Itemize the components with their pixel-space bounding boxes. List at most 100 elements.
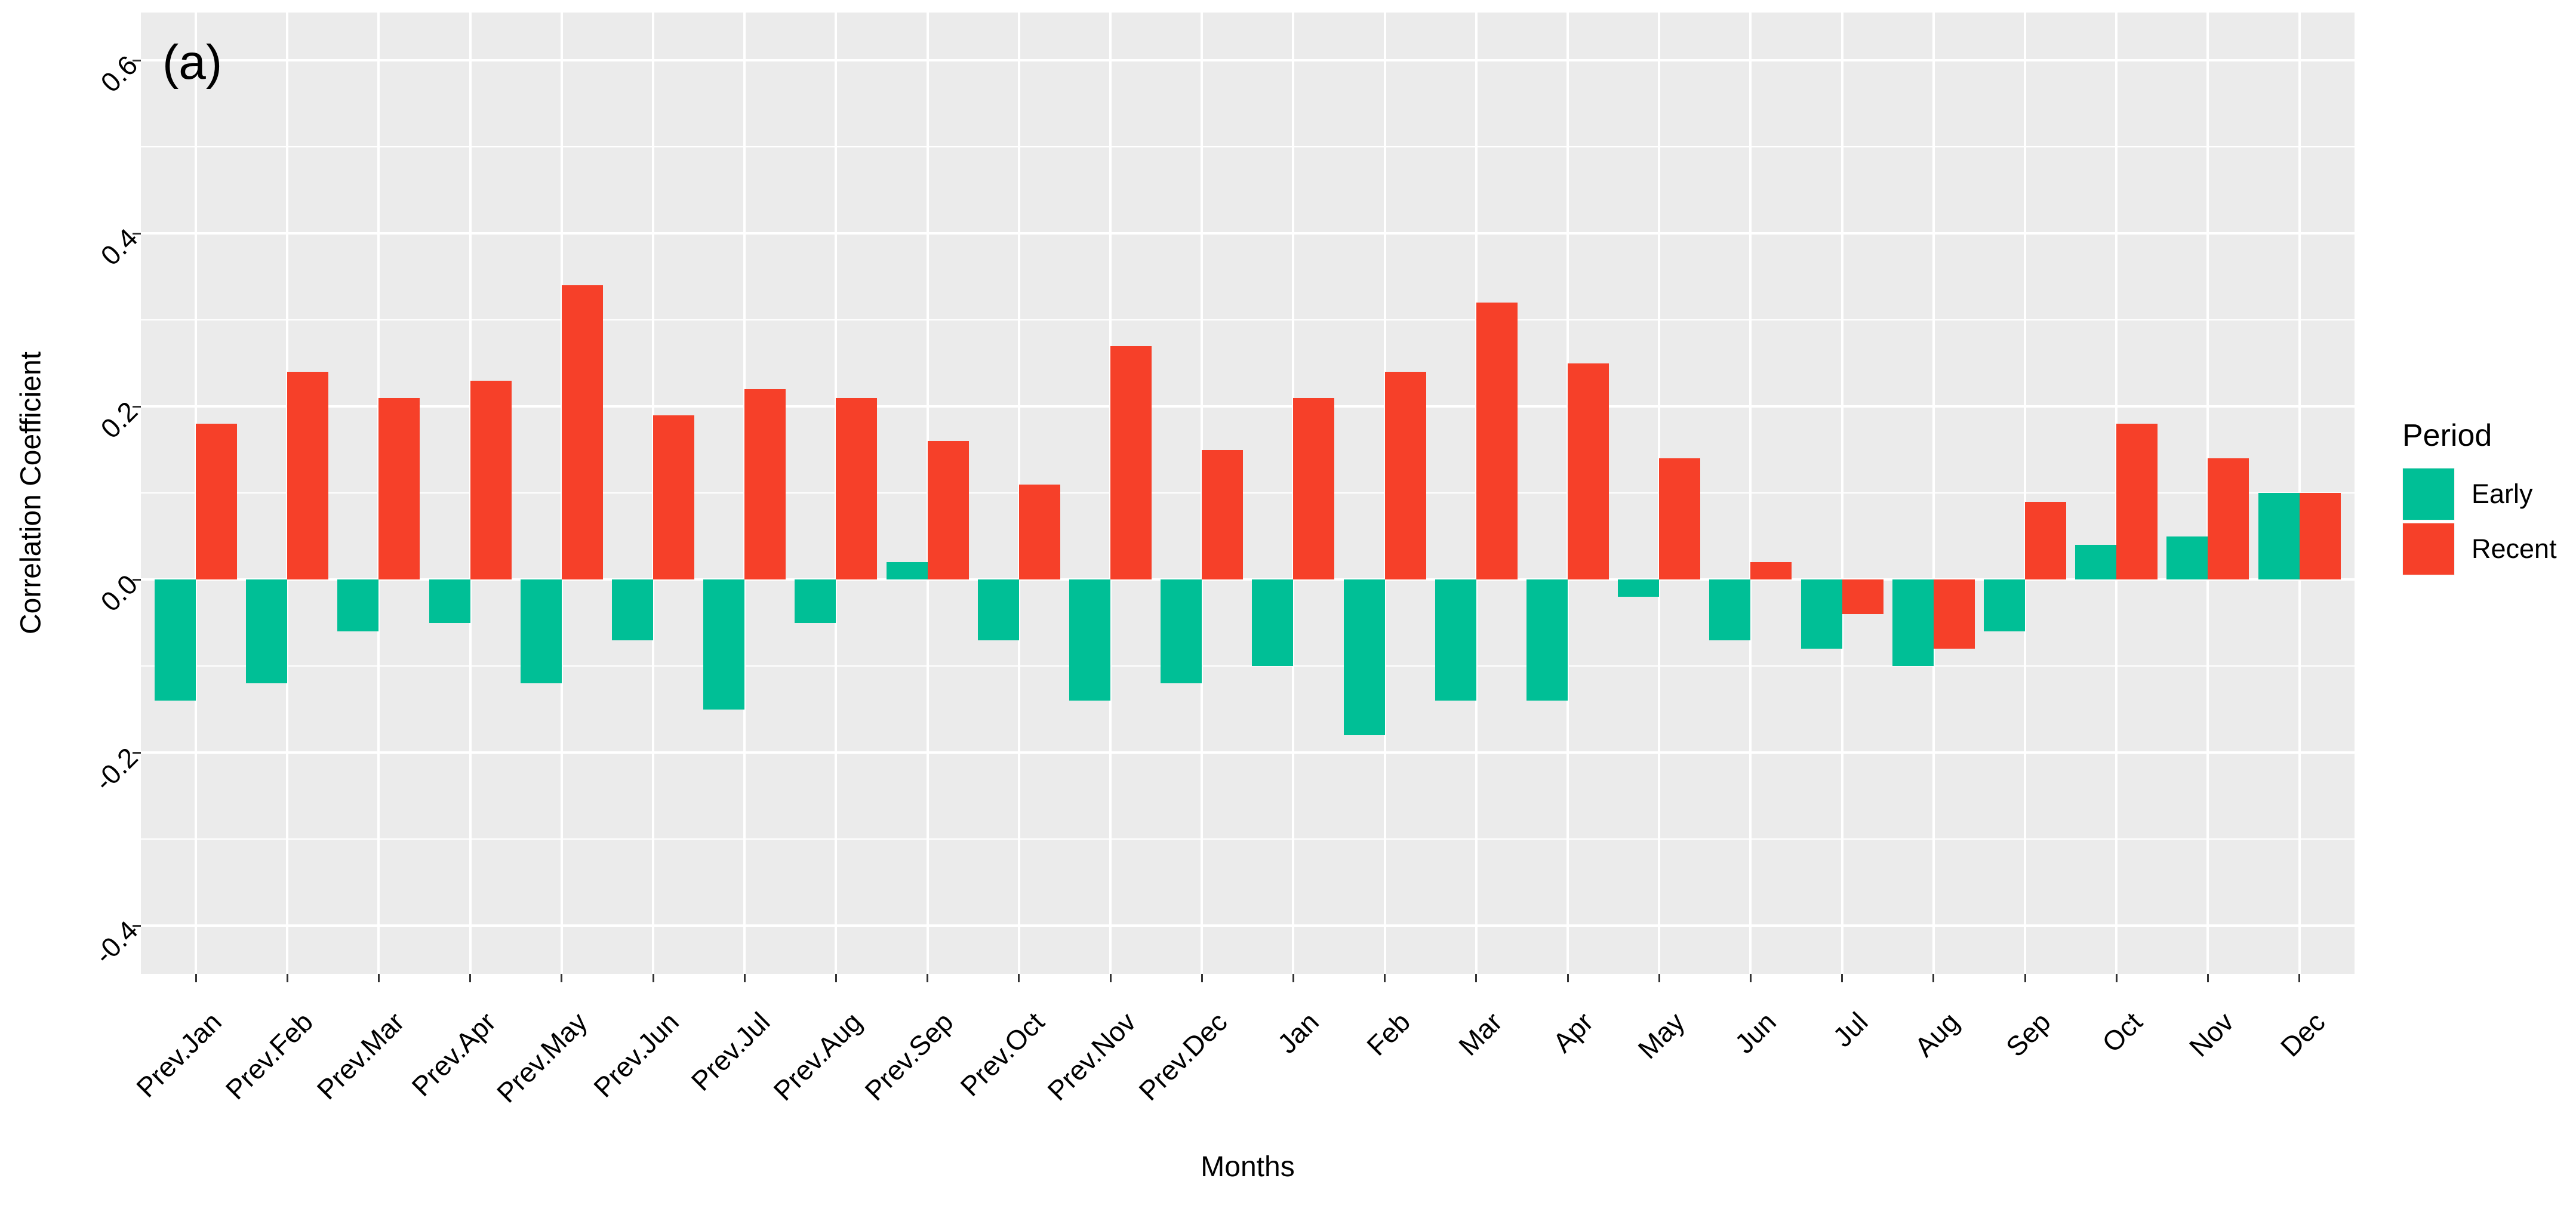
- bar-recent-apr: [1568, 363, 1609, 579]
- bar-recent-prev-jul: [744, 389, 786, 579]
- x-tick-label-prev-jul: Prev.Jul: [685, 1006, 776, 1097]
- y-tick-label: 0.4: [94, 222, 144, 272]
- x-tick-label-prev-oct: Prev.Oct: [954, 1006, 1051, 1102]
- gridline-x-jun: [1749, 13, 1752, 974]
- x-tick-label-oct: Oct: [2095, 1006, 2148, 1059]
- x-tick-dec: [2298, 974, 2301, 982]
- gridline-y-minor: [141, 319, 2355, 320]
- x-tick-label-apr: Apr: [1547, 1006, 1599, 1059]
- bar-early-prev-mar: [337, 579, 379, 631]
- bar-early-prev-may: [520, 579, 562, 683]
- bar-early-sep: [1984, 579, 2025, 631]
- bar-early-jan: [1252, 579, 1294, 666]
- gridline-y-minor: [141, 492, 2355, 494]
- x-axis-title: Months: [1201, 1151, 1295, 1183]
- bar-recent-prev-aug: [836, 397, 878, 579]
- x-tick-prev-mar: [377, 974, 380, 982]
- x-tick-prev-jul: [743, 974, 746, 982]
- bar-early-prev-jun: [612, 579, 653, 640]
- gridline-y-minor: [141, 838, 2355, 840]
- bar-recent-jul: [1842, 579, 1883, 614]
- y-tick: [133, 405, 141, 408]
- x-tick-label-dec: Dec: [2274, 1006, 2331, 1063]
- x-tick-label-sep: Sep: [2000, 1006, 2057, 1063]
- x-tick-prev-dec: [1201, 974, 1203, 982]
- x-tick-label-prev-aug: Prev.Aug: [767, 1006, 868, 1107]
- y-tick: [133, 924, 141, 927]
- bar-recent-jun: [1750, 562, 1792, 579]
- y-axis-title: Correlation Coefficient: [15, 351, 47, 635]
- x-tick-jun: [1749, 974, 1752, 982]
- x-tick-jan: [1292, 974, 1294, 982]
- bar-early-prev-nov: [1069, 579, 1110, 701]
- y-tick: [133, 751, 141, 754]
- bar-recent-prev-jun: [653, 415, 694, 579]
- legend-label-recent: Recent: [2472, 534, 2557, 564]
- bar-recent-prev-apr: [470, 380, 512, 579]
- x-tick-label-prev-feb: Prev.Feb: [219, 1006, 319, 1106]
- x-tick-nov: [2206, 974, 2209, 982]
- y-tick-label: 0.2: [94, 395, 144, 445]
- bar-early-feb: [1343, 579, 1385, 735]
- x-tick-feb: [1384, 974, 1386, 982]
- bar-early-jul: [1801, 579, 1842, 649]
- x-tick-label-prev-nov: Prev.Nov: [1041, 1006, 1142, 1107]
- x-tick-label-prev-jun: Prev.Jun: [587, 1006, 685, 1103]
- legend-title: Period: [2402, 418, 2492, 453]
- x-tick-oct: [2115, 974, 2118, 982]
- x-tick-label-aug: Aug: [1908, 1006, 1965, 1063]
- x-tick-sep: [2024, 974, 2026, 982]
- x-tick-label-jun: Jun: [1728, 1006, 1783, 1060]
- gridline-y-minor: [141, 146, 2355, 147]
- x-tick-prev-sep: [927, 974, 929, 982]
- bar-early-prev-oct: [977, 579, 1019, 640]
- legend-swatch-recent-icon: [2402, 523, 2455, 575]
- legend: Period Early Recent: [2402, 418, 2557, 578]
- bar-early-oct: [2075, 545, 2117, 579]
- bar-recent-prev-oct: [1018, 484, 1060, 579]
- legend-label-early: Early: [2472, 479, 2533, 509]
- x-tick-label-mar: Mar: [1452, 1006, 1508, 1062]
- bar-early-aug: [1892, 579, 1934, 666]
- legend-swatch-early-icon: [2402, 468, 2455, 520]
- gridline-y-major: [141, 924, 2355, 927]
- x-tick-label-jan: Jan: [1271, 1006, 1325, 1060]
- bar-recent-prev-may: [561, 285, 603, 579]
- x-tick-prev-jun: [652, 974, 654, 982]
- gridline-y-major: [141, 59, 2355, 61]
- bar-recent-prev-mar: [378, 397, 420, 579]
- x-tick-prev-nov: [1109, 974, 1112, 982]
- gridline-x-sep: [2024, 13, 2026, 974]
- bar-recent-prev-sep: [927, 441, 969, 579]
- bar-early-prev-apr: [429, 579, 470, 623]
- x-tick-jul: [1841, 974, 1843, 982]
- y-tick: [133, 578, 141, 581]
- bar-recent-aug: [1933, 579, 1975, 649]
- x-tick-label-prev-jan: Prev.Jan: [130, 1006, 227, 1103]
- bar-early-prev-feb: [246, 579, 288, 683]
- x-tick-label-prev-may: Prev.May: [490, 1006, 593, 1109]
- x-tick-label-may: May: [1632, 1006, 1691, 1065]
- y-tick: [133, 232, 141, 235]
- legend-item-early: Early: [2402, 468, 2557, 520]
- bar-early-may: [1618, 579, 1660, 597]
- gridline-x-jul: [1841, 13, 1843, 974]
- bar-early-nov: [2166, 536, 2208, 579]
- legend-item-recent: Recent: [2402, 523, 2557, 575]
- plot-panel: [141, 13, 2355, 974]
- bar-early-prev-dec: [1161, 579, 1202, 683]
- gridline-y-major: [141, 405, 2355, 408]
- gridline-y-minor: [141, 665, 2355, 667]
- bar-recent-prev-dec: [1202, 449, 1244, 579]
- y-tick: [133, 59, 141, 61]
- x-tick-aug: [1932, 974, 1935, 982]
- y-tick-label: 0.0: [94, 568, 144, 618]
- bar-recent-sep: [2025, 501, 2066, 579]
- bar-early-prev-sep: [886, 562, 928, 579]
- bar-recent-prev-nov: [1110, 346, 1152, 579]
- y-tick-label: -0.4: [88, 914, 144, 970]
- y-tick-label: -0.2: [88, 741, 144, 797]
- bar-recent-may: [1659, 458, 1701, 579]
- bar-recent-nov: [2208, 458, 2249, 579]
